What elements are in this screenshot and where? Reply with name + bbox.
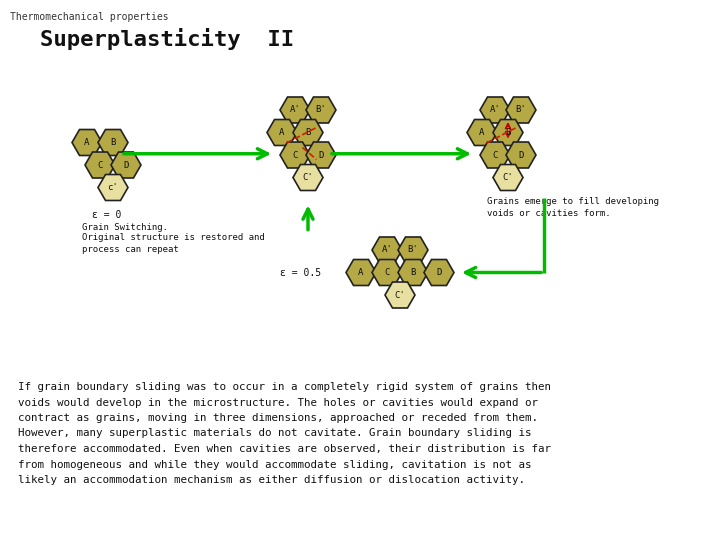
- Text: B: B: [505, 128, 510, 137]
- Text: If grain boundary sliding was to occur in a completely rigid system of grains th: If grain boundary sliding was to occur i…: [18, 382, 551, 392]
- Polygon shape: [506, 142, 536, 168]
- Polygon shape: [306, 142, 336, 168]
- Text: likely an accommodation mechanism as either diffusion or dislocation activity.: likely an accommodation mechanism as eit…: [18, 475, 525, 485]
- Polygon shape: [111, 152, 141, 178]
- Text: c': c': [107, 183, 118, 192]
- Text: voids or cavities form.: voids or cavities form.: [487, 208, 611, 218]
- Text: B': B': [516, 105, 526, 114]
- Polygon shape: [280, 142, 310, 168]
- Text: D: D: [436, 268, 441, 277]
- Text: D: D: [518, 151, 523, 159]
- Text: B': B': [315, 105, 326, 114]
- Polygon shape: [493, 119, 523, 145]
- Text: However, many superplastic materials do not cavitate. Grain boundary sliding is: However, many superplastic materials do …: [18, 429, 531, 438]
- Polygon shape: [385, 282, 415, 308]
- Text: C: C: [292, 151, 297, 159]
- Polygon shape: [293, 119, 323, 145]
- Text: Thermomechanical properties: Thermomechanical properties: [10, 12, 168, 22]
- Polygon shape: [424, 260, 454, 286]
- Text: C': C': [302, 173, 313, 182]
- Text: Grain Switching.: Grain Switching.: [82, 222, 168, 232]
- Text: ε = 0: ε = 0: [92, 211, 122, 220]
- Text: C: C: [492, 151, 498, 159]
- Polygon shape: [398, 237, 428, 263]
- Text: process can repeat: process can repeat: [82, 245, 179, 253]
- Text: Original structure is restored and: Original structure is restored and: [82, 233, 265, 242]
- Polygon shape: [306, 97, 336, 123]
- Text: D: D: [318, 151, 324, 159]
- Polygon shape: [267, 119, 297, 145]
- Polygon shape: [72, 130, 102, 156]
- Polygon shape: [480, 97, 510, 123]
- Text: A': A': [490, 105, 500, 114]
- Text: therefore accommodated. Even when cavities are observed, their distribution is f: therefore accommodated. Even when caviti…: [18, 444, 551, 454]
- Text: A: A: [480, 128, 485, 137]
- Text: C': C': [395, 291, 405, 300]
- Text: C: C: [384, 268, 390, 277]
- Text: from homogeneous and while they would accommodate sliding, cavitation is not as: from homogeneous and while they would ac…: [18, 460, 531, 469]
- Polygon shape: [493, 165, 523, 191]
- Text: A: A: [84, 138, 90, 147]
- Text: A': A': [382, 246, 392, 254]
- Text: ε = 0.5: ε = 0.5: [280, 267, 321, 278]
- Polygon shape: [346, 260, 376, 286]
- Text: B: B: [110, 138, 116, 147]
- Text: Superplasticity  II: Superplasticity II: [40, 28, 294, 50]
- Text: A': A': [289, 105, 300, 114]
- Polygon shape: [372, 237, 402, 263]
- Polygon shape: [293, 165, 323, 191]
- Polygon shape: [98, 130, 128, 156]
- Text: C': C': [503, 173, 513, 182]
- Polygon shape: [398, 260, 428, 286]
- Text: B: B: [305, 128, 310, 137]
- Text: A: A: [359, 268, 364, 277]
- Text: B: B: [410, 268, 415, 277]
- Text: B': B': [408, 246, 418, 254]
- Text: contract as grains, moving in three dimensions, approached or receded from them.: contract as grains, moving in three dime…: [18, 413, 538, 423]
- Polygon shape: [467, 119, 497, 145]
- Text: Grains emerge to fill developing: Grains emerge to fill developing: [487, 198, 659, 206]
- Polygon shape: [85, 152, 115, 178]
- Polygon shape: [372, 260, 402, 286]
- Polygon shape: [98, 174, 128, 200]
- Polygon shape: [480, 142, 510, 168]
- Text: voids would develop in the microstructure. The holes or cavities would expand or: voids would develop in the microstructur…: [18, 397, 538, 408]
- Text: C: C: [97, 160, 103, 170]
- Text: D: D: [123, 160, 129, 170]
- Polygon shape: [506, 97, 536, 123]
- Polygon shape: [280, 97, 310, 123]
- Text: A: A: [279, 128, 284, 137]
